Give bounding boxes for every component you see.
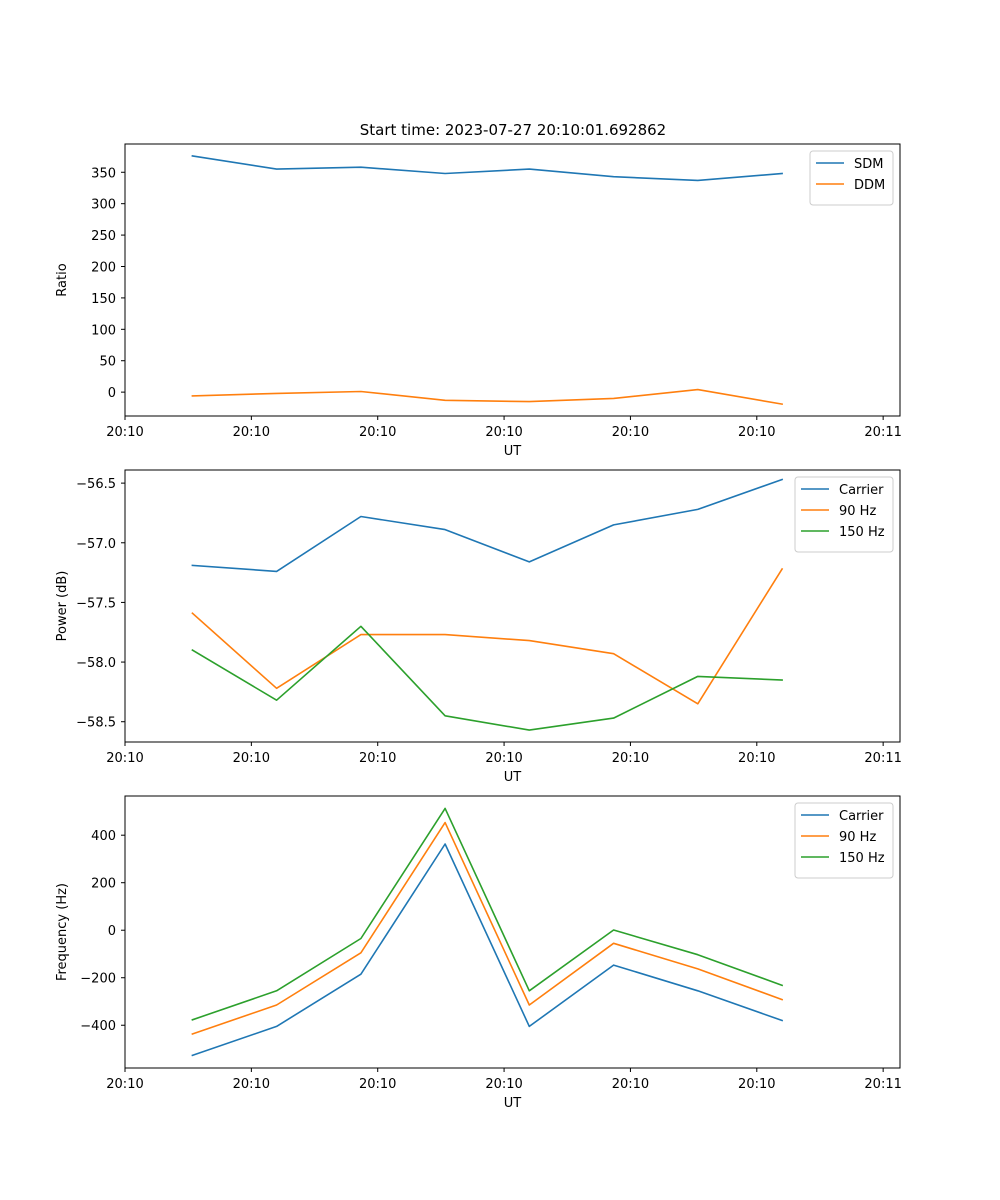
x-tick-label: 20:11 [864, 751, 901, 766]
x-tick-label: 20:10 [612, 425, 649, 440]
x-tick-label: 20:10 [485, 1077, 522, 1092]
chart-panel-2: 20:10 20:10 20:10 20:10 20:10 20:10 20:11 −58.5… [55, 469, 902, 785]
x-tick-label: 20:10 [106, 425, 143, 440]
y-axis-label: Power (dB) [55, 571, 70, 642]
plot-frame [124, 795, 901, 1069]
y-tick-label: −57.5 [76, 596, 116, 611]
x-tick-label: 20:10 [612, 1077, 649, 1092]
y-tick-label: 400 [91, 829, 116, 844]
y-tick-label: −58.0 [76, 656, 116, 671]
x-tick-label: 20:10 [106, 751, 143, 766]
series-line-carrier [191, 478, 784, 573]
y-tick-label: −57.0 [76, 537, 116, 552]
figure-title: Start time: 2023-07-27 20:10:01.692862 [360, 121, 666, 139]
y-tick-label: 250 [91, 229, 116, 244]
y-tick-label: 200 [91, 260, 116, 275]
legend-label-150-hz: 150 Hz [839, 525, 885, 540]
y-tick-label: 0 [108, 924, 116, 939]
series-line-90-hz [191, 567, 784, 705]
y-axis-label: Ratio [55, 263, 70, 296]
series-line-carrier [191, 843, 784, 1057]
plot-frame [124, 143, 901, 417]
series-line-90-hz [191, 821, 784, 1036]
legend: SDM DDM [809, 150, 894, 206]
legend-box [809, 150, 894, 206]
series-line-sdm [191, 154, 783, 182]
legend-box [794, 476, 894, 553]
x-tick-label: 20:10 [612, 751, 649, 766]
x-tick-label: 20:10 [359, 1077, 396, 1092]
x-tick-label: 20:11 [864, 425, 901, 440]
chart-panel-3: 20:10 20:10 20:10 20:10 20:10 20:10 20:11 −400 −… [55, 795, 902, 1111]
x-tick-label: 20:10 [233, 1077, 270, 1092]
x-axis-label: UT [504, 770, 522, 785]
y-tick-label: 0 [108, 386, 116, 401]
x-tick-label: 20:10 [359, 425, 396, 440]
x-tick-label: 20:10 [738, 751, 775, 766]
x-tick-label: 20:10 [738, 425, 775, 440]
y-tick-label: −58.5 [76, 716, 116, 731]
x-tick-label: 20:11 [864, 1077, 901, 1092]
y-tick-label: 350 [91, 166, 116, 181]
plot-frame [124, 469, 901, 743]
y-axis-label: Frequency (Hz) [55, 883, 70, 981]
y-tick-label: 150 [91, 292, 116, 307]
chart-panels: 20:10 20:10 20:10 20:10 20:10 20:10 20:11 0 50 10… [55, 143, 902, 1111]
y-tick-label: −56.5 [76, 477, 116, 492]
x-axis-label: UT [504, 1096, 522, 1111]
series-line-150-hz [191, 807, 784, 1021]
y-tick-label: 200 [91, 877, 116, 892]
series-line-150-hz [191, 625, 783, 731]
series-line-ddm [191, 388, 784, 406]
y-tick-label: −200 [80, 972, 116, 987]
legend-label-90-hz: 90 Hz [839, 830, 876, 845]
legend-label-sdm: SDM [854, 157, 883, 172]
x-tick-label: 20:10 [485, 425, 522, 440]
x-tick-label: 20:10 [359, 751, 396, 766]
y-tick-label: 50 [99, 355, 116, 370]
x-axis-label: UT [504, 444, 522, 459]
legend-box [794, 802, 894, 879]
y-tick-label: 100 [91, 323, 116, 338]
x-tick-label: 20:10 [233, 425, 270, 440]
chart-panel-1: 20:10 20:10 20:10 20:10 20:10 20:10 20:11 0 50 10… [55, 143, 902, 459]
y-tick-label: −400 [80, 1019, 116, 1034]
legend-label-carrier: Carrier [839, 809, 884, 824]
y-tick-label: 300 [91, 198, 116, 213]
legend-label-carrier: Carrier [839, 483, 884, 498]
legend: Carrier 90 Hz 150 Hz [794, 476, 894, 553]
x-tick-label: 20:10 [106, 1077, 143, 1092]
legend: Carrier 90 Hz 150 Hz [794, 802, 894, 879]
x-tick-label: 20:10 [485, 751, 522, 766]
legend-label-90-hz: 90 Hz [839, 504, 876, 519]
x-tick-label: 20:10 [233, 751, 270, 766]
legend-label-150-hz: 150 Hz [839, 851, 885, 866]
legend-label-ddm: DDM [854, 178, 885, 193]
x-tick-label: 20:10 [738, 1077, 775, 1092]
